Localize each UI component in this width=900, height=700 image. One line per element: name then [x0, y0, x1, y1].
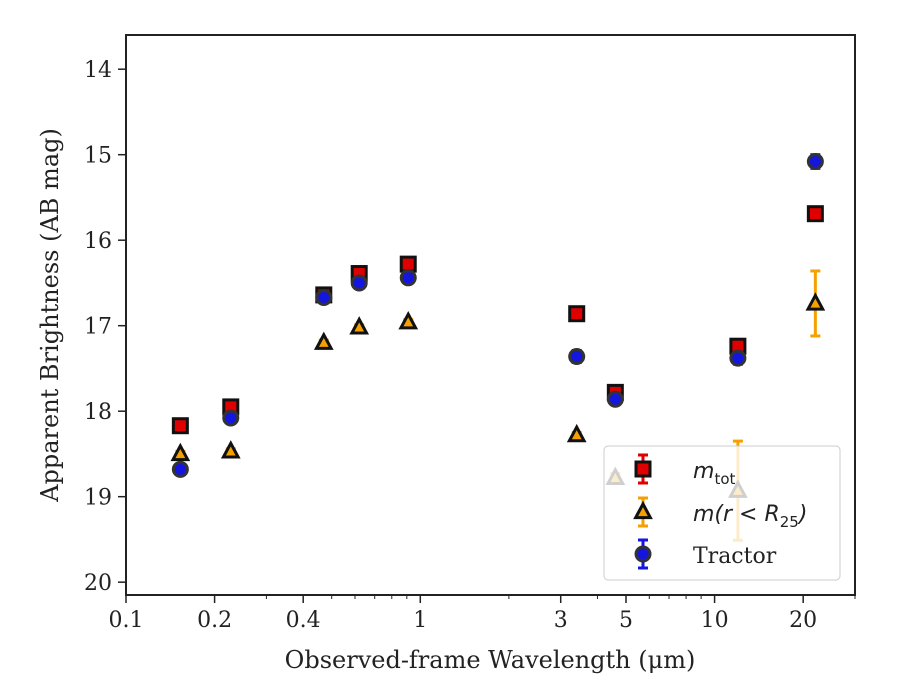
data-point [568, 347, 586, 365]
axes: 0.1 0.2 0.4 1 3 5 10 20 14 15 16 17 18 19 20 [84, 58, 856, 633]
data-point [171, 460, 189, 478]
data-point [315, 288, 333, 306]
y-tick-label: 18 [84, 400, 112, 425]
data-point [399, 255, 417, 273]
data-point [566, 423, 587, 443]
x-tick-label: 20 [789, 608, 817, 633]
data-point [350, 274, 368, 292]
legend-swatch-2 [634, 538, 652, 570]
legend-swatch-0 [634, 453, 652, 485]
data-point [806, 205, 824, 223]
y-tick-label: 17 [84, 315, 112, 340]
data-point [222, 409, 240, 427]
x-axis-label: Observed-frame Wavelength (μm) [285, 646, 696, 674]
legend-label-m-r25: m(r < R25) [693, 502, 807, 531]
data-point [806, 153, 824, 171]
x-tick-label: 10 [701, 608, 729, 633]
x-tick-label: 5 [619, 608, 633, 633]
data-point [349, 316, 370, 335]
data-point [220, 440, 241, 459]
y-tick-label: 15 [84, 144, 112, 169]
legend-marker [634, 460, 652, 478]
y-tick-label: 16 [84, 229, 112, 254]
series-2 [171, 153, 824, 478]
data-point [805, 292, 826, 311]
y-tick-label: 14 [84, 58, 112, 83]
data-point [170, 442, 191, 462]
data-point [606, 390, 624, 408]
legend-swatches [633, 453, 653, 570]
x-tick-label: 0.1 [109, 608, 144, 633]
data-point [313, 331, 334, 350]
x-tick-label: 1 [413, 608, 427, 633]
data-point [568, 305, 586, 323]
x-tick-label: 0.4 [286, 608, 321, 633]
data-point [729, 349, 747, 367]
y-tick-label: 19 [84, 486, 112, 511]
legend-label-tractor: Tractor [693, 544, 777, 569]
legend: mtot m(r < R25) Tractor [603, 445, 841, 581]
legend-marker [633, 500, 653, 520]
y-tick-label: 20 [84, 571, 112, 596]
data-point [399, 269, 417, 287]
legend-swatch-1 [633, 496, 653, 528]
x-tick-label: 3 [554, 608, 568, 633]
x-tick-label: 0.2 [197, 608, 232, 633]
legend-label-mtot: mtot [693, 459, 735, 488]
data-point [398, 311, 419, 330]
data-markers [170, 153, 826, 542]
y-axis-label: Apparent Brightness (AB mag) [36, 128, 64, 503]
legend-box [603, 445, 841, 581]
data-point [171, 417, 189, 435]
plot-frame [125, 34, 856, 596]
legend-marker [634, 545, 652, 563]
